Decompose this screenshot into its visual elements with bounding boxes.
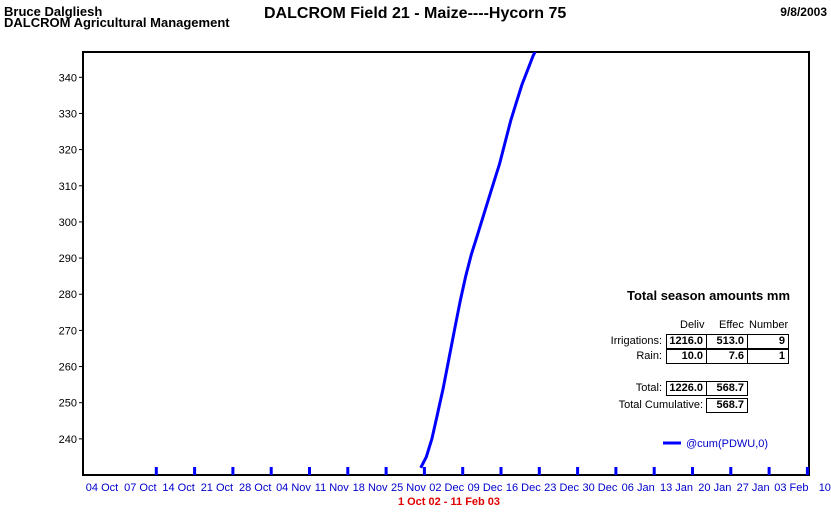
total-deliv: 1226.0 bbox=[666, 381, 707, 396]
chart-title: DALCROM Field 21 - Maize----Hycorn 75 bbox=[264, 5, 567, 22]
x-tick-label: 14 Oct bbox=[162, 482, 194, 494]
totals-title: Total season amounts mm bbox=[627, 288, 791, 303]
x-tick-label: 18 Nov bbox=[353, 482, 388, 494]
total-effec: 568.7 bbox=[706, 381, 748, 396]
x-tick-label: 09 Dec bbox=[468, 482, 503, 494]
x-tick-label: 03 Feb bbox=[774, 482, 808, 494]
x-tick-label: 10 F bbox=[819, 482, 831, 494]
rain-label: Rain: bbox=[636, 350, 662, 362]
x-tick-label: 21 Oct bbox=[201, 482, 233, 494]
rain-effec: 7.6 bbox=[706, 349, 748, 364]
irrigations-effec: 513.0 bbox=[706, 334, 748, 349]
total-cumulative-label: Total Cumulative: bbox=[618, 399, 703, 411]
rain-number: 1 bbox=[747, 349, 789, 364]
x-tick-label: 25 Nov bbox=[391, 482, 426, 494]
y-tick-label: 260 bbox=[59, 362, 77, 374]
report-date: 9/8/2003 bbox=[780, 5, 827, 19]
irrigations-label: Irrigations: bbox=[610, 335, 662, 347]
organization-name: DALCROM Agricultural Management bbox=[4, 15, 230, 30]
y-tick-label: 330 bbox=[59, 108, 77, 120]
y-tick-label: 290 bbox=[59, 253, 77, 265]
col-header-deliv: Deliv bbox=[680, 319, 705, 331]
total-label: Total: bbox=[635, 382, 662, 394]
x-tick-label: 28 Oct bbox=[239, 482, 271, 494]
plot-area-frame bbox=[82, 51, 810, 476]
y-tick-label: 320 bbox=[59, 145, 77, 157]
x-tick-label: 04 Oct bbox=[86, 482, 118, 494]
author-name: Bruce Dalgliesh bbox=[4, 4, 103, 19]
col-header-effec: Effec bbox=[719, 319, 744, 331]
y-tick-label: 240 bbox=[59, 434, 77, 446]
y-tick-label: 340 bbox=[59, 72, 77, 84]
total-cumulative-effec: 568.7 bbox=[706, 398, 748, 413]
x-tick-label: 23 Dec bbox=[544, 482, 579, 494]
x-tick-label: 04 Nov bbox=[276, 482, 311, 494]
x-tick-label: 27 Jan bbox=[737, 482, 770, 494]
x-date-range-label: 1 Oct 02 - 11 Feb 03 bbox=[398, 496, 500, 508]
irrigations-deliv: 1216.0 bbox=[666, 334, 707, 349]
x-tick-label: 16 Dec bbox=[506, 482, 541, 494]
y-tick-label: 310 bbox=[59, 181, 77, 193]
irrigations-number: 9 bbox=[747, 334, 789, 349]
x-tick-label: 20 Jan bbox=[698, 482, 731, 494]
x-tick-label: 30 Dec bbox=[582, 482, 617, 494]
series-line-cum-pdwu bbox=[419, 52, 537, 469]
x-tick-label: 13 Jan bbox=[660, 482, 693, 494]
col-header-number: Number bbox=[749, 319, 789, 331]
y-tick-label: 250 bbox=[59, 398, 77, 410]
x-tick-label: 07 Oct bbox=[124, 482, 156, 494]
legend-label: @cum(PDWU,0) bbox=[686, 438, 768, 450]
x-tick-label: 11 Nov bbox=[315, 482, 350, 494]
y-tick-label: 300 bbox=[59, 217, 77, 229]
y-tick-label: 270 bbox=[59, 325, 77, 337]
x-tick-label: 06 Jan bbox=[622, 482, 655, 494]
y-tick-label: 280 bbox=[59, 289, 77, 301]
x-tick-label: 02 Dec bbox=[429, 482, 464, 494]
rain-deliv: 10.0 bbox=[666, 349, 707, 364]
